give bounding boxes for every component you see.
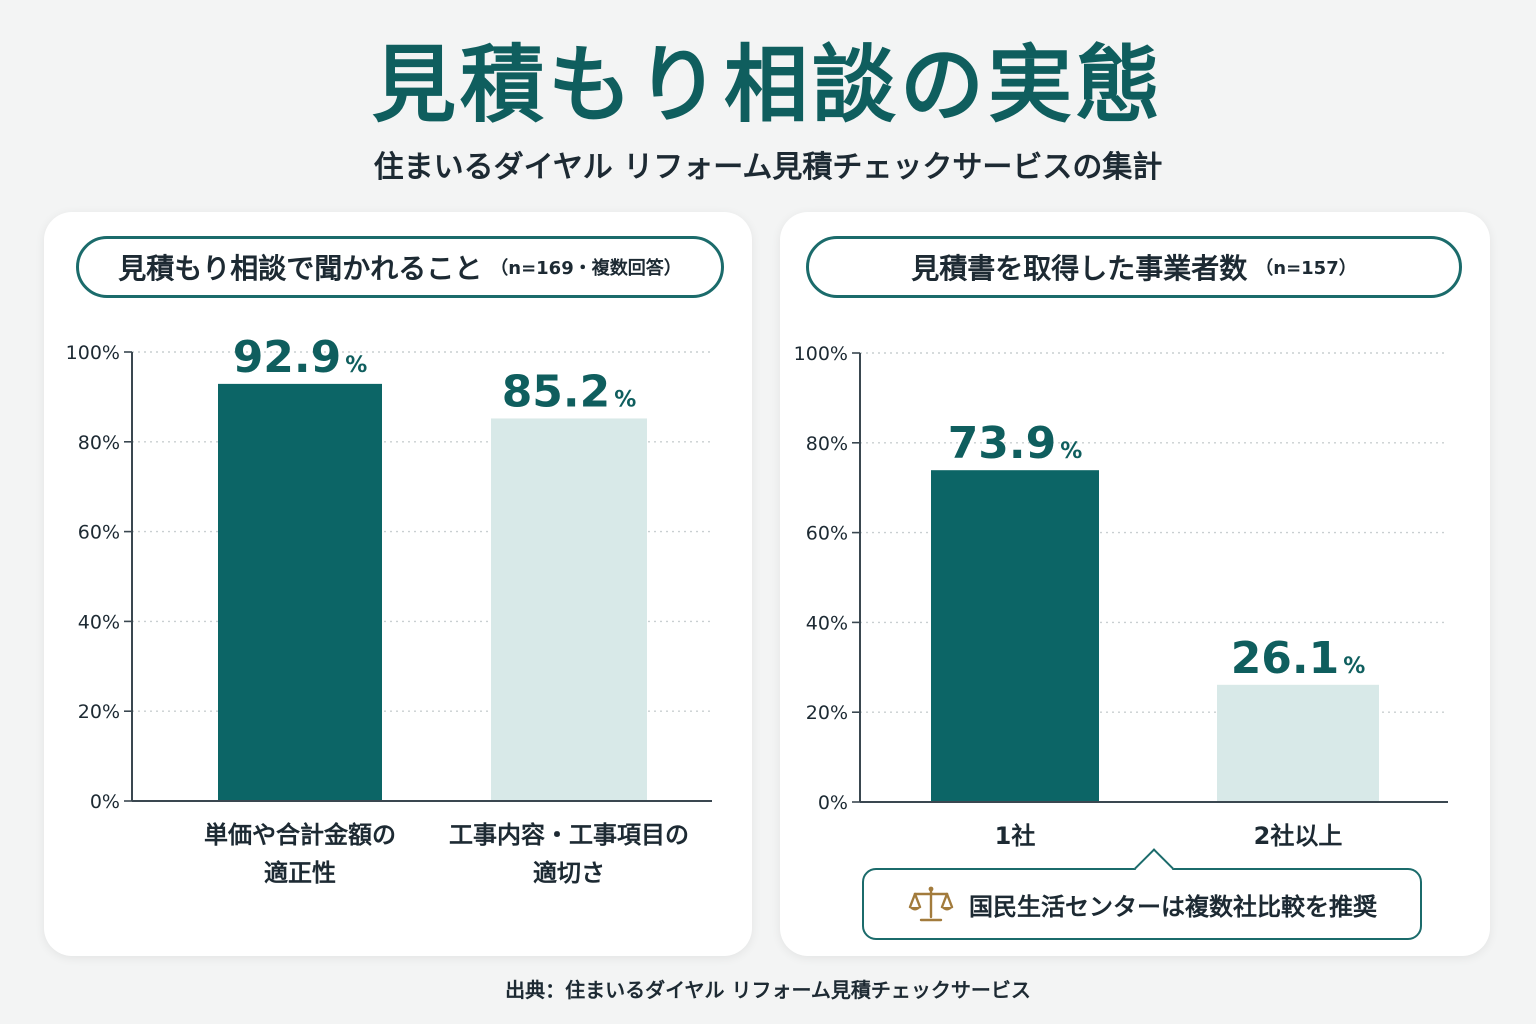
y-tick-label: 20%	[806, 702, 848, 724]
left-chart-header: 見積もり相談で聞かれること （n=169・複数回答）	[76, 236, 724, 298]
left-chart-title: 見積もり相談で聞かれること	[118, 252, 483, 285]
bar-value-label: 26.1%	[1231, 633, 1366, 684]
category-label: 工事内容・工事項目の	[449, 821, 689, 849]
y-tick-label: 60%	[78, 522, 120, 544]
callout-text: 国民生活センターは複数社比較を推奨	[969, 892, 1377, 921]
y-tick-label: 40%	[78, 611, 120, 633]
bar-value-label: 73.9%	[948, 418, 1083, 469]
bar	[491, 418, 647, 801]
y-tick-label: 80%	[78, 432, 120, 454]
bar-value-label: 85.2%	[502, 366, 637, 417]
y-tick-label: 20%	[78, 701, 120, 723]
right-chart-panel: 見積書を取得した事業者数 （n=157） 0% 20% 40% 60% 80% 100% 7…	[780, 212, 1490, 956]
category-label: 2社以上	[1254, 822, 1343, 850]
left-chart-note: （n=169・複数回答）	[490, 258, 682, 279]
right-chart-note: （n=157）	[1255, 258, 1357, 279]
right-bar-chart: 0% 20% 40% 60% 80% 100% 73.9 % 1社 26.1 % 2社以上	[794, 343, 1448, 850]
bar	[1217, 684, 1379, 802]
recommendation-callout: 国民生活センターは複数社比較を推奨	[862, 848, 1422, 940]
category-label: 適切さ	[533, 859, 605, 887]
category-label: 1社	[995, 822, 1036, 850]
y-tick-label: 60%	[806, 523, 848, 545]
bar-value-label: 92.9%	[233, 332, 368, 383]
bar	[218, 383, 382, 801]
page-subtitle: 住まいるダイヤル リフォーム見積チェックサービスの集計	[373, 150, 1163, 185]
y-tick-label: 100%	[794, 343, 848, 365]
y-tick-label: 40%	[806, 612, 848, 634]
category-label: 単価や合計金額の	[204, 821, 396, 849]
right-chart-title: 見積書を取得した事業者数	[911, 252, 1248, 285]
y-tick-label: 80%	[806, 433, 848, 455]
y-tick-label: 0%	[818, 792, 848, 814]
bar	[931, 470, 1099, 802]
category-label: 適正性	[264, 859, 336, 887]
y-tick-label: 0%	[90, 791, 120, 813]
left-chart-panel: 見積もり相談で聞かれること （n=169・複数回答） 0% 20% 40% 60% 80…	[44, 212, 752, 956]
source-note: 出典：住まいるダイヤル リフォーム見積チェックサービス	[505, 978, 1031, 1002]
y-tick-label: 100%	[66, 342, 120, 364]
scales-icon	[908, 886, 954, 922]
right-chart-header: 見積書を取得した事業者数 （n=157）	[806, 236, 1462, 298]
page-title: 見積もり相談の実態	[371, 36, 1164, 134]
